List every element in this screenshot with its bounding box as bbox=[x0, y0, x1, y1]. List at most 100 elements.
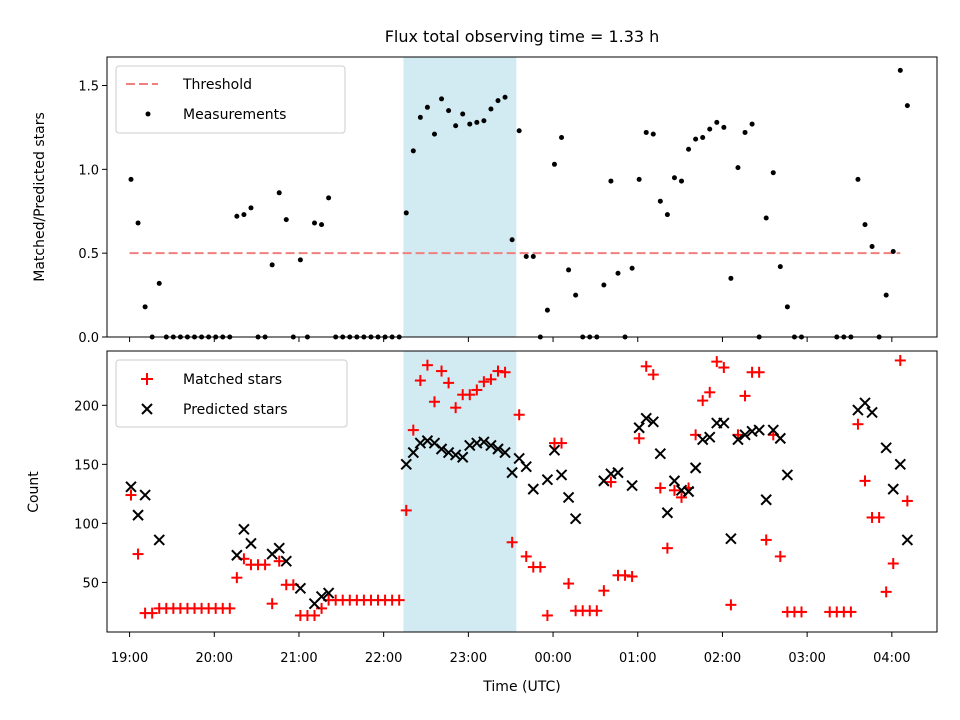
measurement-point bbox=[467, 121, 473, 127]
predicted-star-marker bbox=[866, 406, 878, 419]
bottom-x-tick-label: 03:00 bbox=[788, 651, 825, 666]
measurement-point bbox=[855, 176, 861, 182]
measurement-point bbox=[735, 165, 741, 171]
bottom-x-tick-label: 01:00 bbox=[619, 651, 656, 666]
matched-star-marker bbox=[711, 356, 723, 368]
bottom-x-tick-label: 23:00 bbox=[450, 651, 487, 666]
measurement-point bbox=[650, 131, 656, 137]
predicted-star-marker bbox=[421, 435, 434, 447]
predicted-star-marker bbox=[245, 537, 257, 550]
measurement-point bbox=[897, 67, 903, 73]
legend-matched-swatch bbox=[141, 373, 153, 385]
bottom-x-tick-label: 20:00 bbox=[196, 651, 233, 666]
matched-star-marker bbox=[704, 386, 716, 398]
predicted-star-marker bbox=[859, 397, 871, 409]
predicted-star-marker bbox=[527, 483, 539, 495]
bottom-x-tick-label: 19:00 bbox=[111, 651, 148, 666]
bottom-highlight-span bbox=[403, 351, 517, 632]
measurement-point bbox=[446, 108, 452, 114]
measurement-point bbox=[615, 270, 621, 276]
predicted-star-marker bbox=[231, 549, 243, 561]
measurement-point bbox=[495, 98, 501, 104]
measurement-point bbox=[763, 215, 769, 221]
top-y-axis-label: Matched/Predicted stars bbox=[32, 112, 48, 282]
matched-star-marker bbox=[224, 602, 236, 614]
measurement-point bbox=[431, 131, 437, 137]
predicted-star-marker bbox=[612, 466, 624, 479]
predicted-star-marker bbox=[132, 509, 144, 521]
matched-star-marker bbox=[591, 605, 603, 617]
matched-star-markers bbox=[125, 354, 913, 621]
measurement-point bbox=[707, 126, 713, 132]
predicted-star-marker bbox=[407, 446, 420, 459]
matched-star-marker bbox=[513, 409, 525, 421]
matched-star-marker bbox=[309, 609, 320, 621]
matched-star-marker bbox=[443, 377, 455, 389]
matched-star-marker bbox=[478, 376, 490, 388]
measurement-point bbox=[417, 114, 423, 120]
measurement-point bbox=[601, 282, 607, 288]
predicted-star-marker bbox=[478, 436, 490, 448]
matched-star-marker bbox=[605, 476, 617, 488]
predicted-star-marker bbox=[548, 444, 561, 456]
matched-star-marker bbox=[266, 598, 278, 610]
matched-star-marker bbox=[901, 495, 913, 507]
matched-star-marker bbox=[414, 375, 426, 387]
matched-star-marker bbox=[859, 475, 871, 487]
bottom-y-tick-label: 150 bbox=[74, 458, 99, 473]
measurement-point bbox=[269, 262, 275, 268]
measurement-point bbox=[312, 220, 317, 226]
measurement-point bbox=[460, 111, 466, 117]
measurement-point bbox=[502, 94, 508, 100]
predicted-star-marker bbox=[485, 439, 497, 452]
matched-star-marker bbox=[894, 354, 906, 366]
predicted-star-marker bbox=[153, 534, 165, 546]
measurement-point bbox=[156, 280, 162, 286]
predicted-star-marker bbox=[294, 582, 307, 595]
measurement-point bbox=[862, 222, 868, 228]
predicted-star-marker bbox=[880, 442, 892, 454]
measurement-point bbox=[326, 195, 332, 201]
bottom-y-tick-label: 100 bbox=[74, 517, 99, 532]
matched-star-marker bbox=[633, 432, 645, 444]
measurement-point bbox=[693, 136, 699, 142]
legend-threshold-label: Threshold bbox=[182, 77, 252, 93]
measurement-point bbox=[509, 237, 515, 243]
matched-star-marker bbox=[753, 366, 765, 378]
measurement-point bbox=[770, 170, 776, 176]
matched-star-marker bbox=[259, 559, 271, 571]
measurement-point bbox=[883, 292, 889, 298]
matched-star-marker bbox=[795, 606, 807, 618]
measurement-point bbox=[248, 205, 254, 211]
predicted-star-marker bbox=[273, 542, 285, 554]
measurement-point bbox=[403, 210, 409, 216]
matched-star-marker bbox=[880, 586, 892, 598]
measurement-point bbox=[869, 243, 875, 249]
measurement-points bbox=[128, 67, 910, 340]
matched-star-marker bbox=[739, 390, 751, 402]
legend-measurements-swatch bbox=[145, 111, 151, 117]
predicted-star-marker bbox=[499, 446, 511, 459]
measurement-point bbox=[283, 217, 289, 223]
measurement-point bbox=[424, 104, 430, 110]
bottom-y-tick-label: 50 bbox=[82, 576, 99, 591]
bottom-panel: 50 100 150 200 19:00 20:00 21:00 22:00 23:00 00:… bbox=[26, 350, 938, 695]
matched-star-marker bbox=[619, 569, 631, 581]
top-y-tick-label: 0.5 bbox=[78, 247, 99, 262]
matched-star-marker bbox=[407, 424, 419, 436]
matched-star-marker bbox=[541, 609, 553, 621]
top-legend-box bbox=[115, 65, 346, 134]
legend-matched-label: Matched stars bbox=[183, 372, 282, 388]
predicted-star-marker bbox=[400, 458, 412, 471]
bottom-axes-frame bbox=[106, 350, 938, 633]
measurement-point bbox=[319, 222, 325, 228]
predicted-star-marker bbox=[901, 534, 914, 546]
measurement-point bbox=[234, 213, 240, 219]
matched-star-marker bbox=[661, 542, 673, 554]
top-y-ticks: 0.0 0.5 1.0 1.5 bbox=[78, 80, 107, 346]
predicted-star-marker bbox=[689, 462, 702, 474]
predicted-star-markers bbox=[125, 397, 914, 610]
bottom-x-tick-label: 22:00 bbox=[365, 651, 402, 666]
predicted-star-marker bbox=[569, 512, 582, 525]
